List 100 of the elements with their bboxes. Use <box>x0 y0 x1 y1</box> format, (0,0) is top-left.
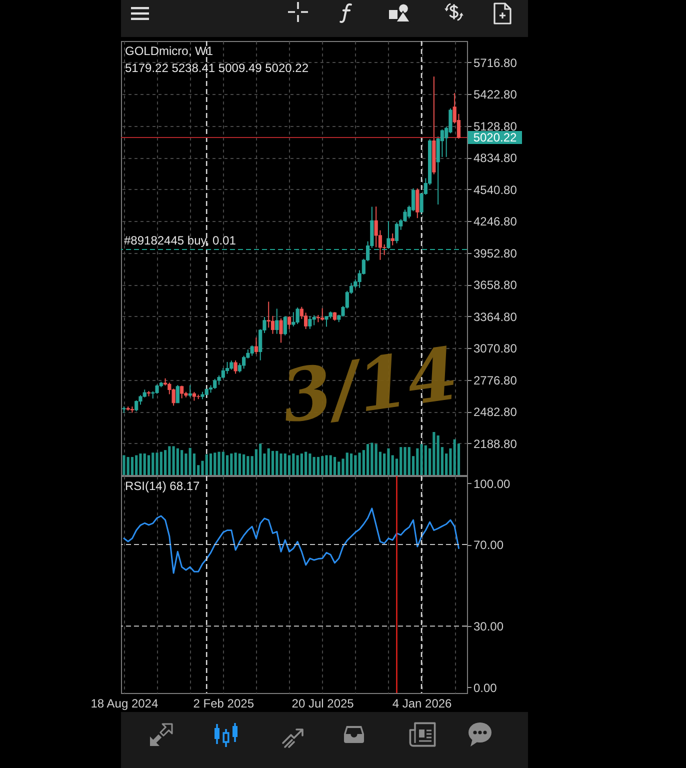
y-tick-label: 4246.80 <box>474 214 518 229</box>
bar <box>143 454 146 475</box>
bar <box>404 447 406 475</box>
y-tick-label: 2482.80 <box>474 405 518 420</box>
bar <box>209 454 212 475</box>
x-tick-label: 4 Jan 2026 <box>392 696 452 710</box>
bar <box>316 456 320 475</box>
bar <box>321 456 324 475</box>
bar <box>370 442 374 475</box>
bar <box>180 450 184 475</box>
candlestick <box>304 312 308 330</box>
bar <box>325 455 328 475</box>
bar <box>164 450 167 475</box>
bar <box>387 448 390 475</box>
candlestick <box>320 308 324 322</box>
bar <box>246 456 250 475</box>
y-tick-label: 3658.80 <box>474 278 518 292</box>
candlestick <box>221 367 225 379</box>
bar <box>457 444 460 475</box>
bar <box>122 455 126 475</box>
bar <box>280 454 282 475</box>
bar <box>333 456 336 475</box>
bar <box>288 455 291 475</box>
chart-title: RSI(14) 68.17 <box>125 479 200 493</box>
bar <box>276 450 278 475</box>
bar <box>329 455 332 475</box>
bar <box>230 454 233 475</box>
candlestick <box>250 344 254 356</box>
ref-line-label: 5020.22 <box>473 130 518 145</box>
candlestick <box>180 385 184 399</box>
x-tick-label: 18 Aug 2024 <box>90 696 158 710</box>
bar <box>218 452 220 475</box>
bar <box>147 455 150 475</box>
bar <box>408 447 410 475</box>
candlestick <box>242 355 246 370</box>
y-tick-label: 4834.80 <box>474 151 518 166</box>
bar <box>267 448 270 475</box>
bar <box>205 454 208 475</box>
bar <box>304 452 308 475</box>
y-tick-label: 70.00 <box>474 538 504 552</box>
candlestick <box>188 384 192 398</box>
y-tick-label: 5422.80 <box>474 88 518 102</box>
x-tick-label: 2 Feb 2025 <box>193 696 254 710</box>
candlestick <box>230 360 234 370</box>
y-tick-label: 5716.80 <box>474 56 518 70</box>
candlestick <box>213 378 217 390</box>
bar <box>284 454 286 475</box>
candlestick <box>270 315 275 334</box>
y-tick-label: 4540.80 <box>474 182 518 197</box>
candlestick <box>390 232 394 246</box>
bar <box>271 450 274 475</box>
candlestick <box>234 360 238 374</box>
ref-line-label: #89182445 buy, 0.01 <box>124 234 236 248</box>
candlestick <box>155 384 159 394</box>
y-tick-label: 2776.80 <box>474 373 518 388</box>
bar <box>156 452 158 475</box>
bar <box>130 456 134 475</box>
candlestick <box>225 361 230 374</box>
candlestick <box>324 316 328 328</box>
bar <box>420 444 423 475</box>
candlestick <box>275 308 279 334</box>
candlestick <box>134 400 138 412</box>
bar <box>300 454 303 475</box>
bar <box>358 452 361 475</box>
candlestick <box>287 316 292 330</box>
bar <box>126 456 130 475</box>
bar <box>292 454 295 475</box>
x-tick-label: 20 Jul 2025 <box>292 696 354 710</box>
bar <box>259 444 262 475</box>
text: 5179.22 5238.41 5009.49 5020.22 <box>125 61 309 75</box>
y-tick-label: 3952.80 <box>474 246 518 260</box>
y-tick-label: 100.00 <box>474 476 511 491</box>
y-tick-label: 0.00 <box>474 680 498 695</box>
bar <box>436 435 440 475</box>
bar <box>168 446 171 475</box>
bar <box>374 444 378 475</box>
candlestick <box>296 307 300 325</box>
candlestick <box>176 384 180 404</box>
candlestick <box>283 316 287 336</box>
bar <box>400 447 402 475</box>
bar <box>184 454 188 475</box>
chart-title: GOLDmicro, W1 <box>125 44 214 58</box>
candlestick <box>312 314 316 326</box>
bar <box>296 455 299 475</box>
bar <box>346 452 348 475</box>
y-tick-label: 5128.80 <box>474 119 518 134</box>
y-tick-label: 2188.80 <box>474 436 518 451</box>
bar <box>238 454 241 475</box>
bar <box>226 455 229 475</box>
bar <box>234 452 237 475</box>
candlestick <box>292 312 296 327</box>
bar <box>366 444 370 475</box>
bar <box>308 454 312 475</box>
bar <box>453 439 456 475</box>
bar <box>350 454 353 475</box>
bar <box>172 446 175 475</box>
annotation: 3/14 <box>276 330 463 440</box>
bar <box>152 452 154 475</box>
bar <box>312 456 316 475</box>
y-tick-label: 30.00 <box>474 620 504 634</box>
